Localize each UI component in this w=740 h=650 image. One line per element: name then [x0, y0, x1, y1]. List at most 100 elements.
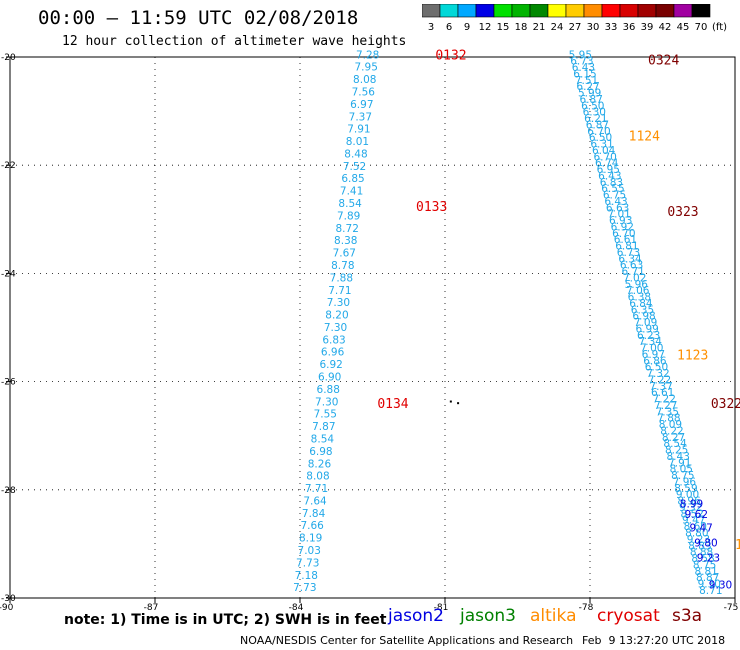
wave-height-east: 6.30 — [583, 107, 606, 119]
wave-height-east: 6.38 — [628, 292, 651, 304]
pass-time-label: 1124 — [629, 129, 660, 144]
legend-label: 21 — [533, 22, 546, 32]
data-point — [457, 402, 460, 405]
wave-height-jason2: 9.80 — [694, 537, 717, 549]
wave-height-west: 6.92 — [319, 359, 342, 371]
wave-height-east: 6.31 — [590, 139, 613, 151]
wave-height-east: 6.98 — [632, 311, 655, 323]
wave-height-east: 8.54 — [663, 438, 687, 450]
wave-height-west: 8.19 — [299, 533, 322, 545]
x-tick-label: -78 — [579, 603, 594, 610]
wave-height-east: 7.22 — [648, 374, 671, 386]
legend-label: 39 — [641, 22, 654, 32]
wave-height-east: 7.22 — [653, 394, 676, 406]
credit-text: NOAA/NESDIS Center for Satellite Applica… — [240, 634, 574, 647]
wave-height-west: 7.30 — [327, 297, 350, 309]
wave-height-west: 6.97 — [350, 99, 373, 111]
wave-height-west: 7.71 — [328, 285, 351, 297]
wave-height-east: 6.61 — [614, 234, 637, 246]
legend-label: 45 — [677, 22, 690, 32]
color-legend: 3 6 9 12 15 18 21 24 27 30 33 36 39 42 45 70 (ft) — [422, 4, 727, 32]
wave-height-east: 8.96 — [677, 496, 701, 508]
wave-height-west: 7.30 — [315, 396, 338, 408]
x-tick-label: -84 — [289, 603, 304, 610]
y-tick-label: -30 — [1, 594, 16, 604]
legend-label: 9 — [464, 22, 470, 32]
wave-height-east: 6.35 — [631, 304, 654, 316]
wave-height-east: 8.52 — [680, 508, 703, 520]
wave-height-east: 8.75 — [693, 559, 716, 571]
wave-height-east: 6.73 — [617, 247, 640, 259]
wave-height-east: 8.83 — [688, 540, 711, 552]
wave-height-east: 6.75 — [603, 190, 626, 202]
wave-height-jason2: 9.47 — [689, 523, 712, 535]
wave-height-west: 7.03 — [298, 545, 321, 557]
plot-area: -90 -87 -84 -81 -78 -75 -20 -22 -24 -26 -28 -30 7.28… — [0, 48, 740, 610]
wave-height-west: 7.52 — [343, 161, 366, 173]
pass-time-label: 0322 — [711, 397, 740, 412]
legend-label: 36 — [623, 22, 636, 32]
pass-time-label: 0134 — [377, 397, 408, 412]
pass-time-label: 0133 — [416, 200, 447, 215]
wave-height-west: 8.72 — [336, 223, 359, 235]
wave-height-east: 7.06 — [626, 285, 650, 297]
mission-label-altika: altika — [530, 606, 577, 626]
wave-height-east: 7.27 — [654, 400, 677, 412]
wave-height-east: 6.55 — [601, 183, 624, 195]
wave-height-east: 8.71 — [699, 585, 722, 597]
wave-height-west: 8.08 — [306, 471, 329, 483]
wave-height-west: 7.91 — [347, 124, 370, 136]
wave-height-west: 8.54 — [311, 433, 335, 445]
wave-height-west: 7.87 — [312, 421, 335, 433]
wave-height-east: 6.97 — [642, 349, 665, 361]
wave-height-west: 6.98 — [309, 446, 332, 458]
wave-height-east: 8.59 — [674, 483, 697, 495]
wave-height-east: 6.86 — [643, 355, 667, 367]
wave-height-east: 7.51 — [575, 75, 598, 87]
wave-height-west: 7.64 — [303, 495, 327, 507]
legend-swatch — [691, 4, 711, 18]
wave-height-west: 7.67 — [333, 248, 356, 260]
wave-height-east: 9.00 — [676, 489, 699, 501]
wave-height-east: 6.63 — [620, 260, 643, 272]
wave-height-east: 5.95 — [569, 49, 592, 61]
wave-height-west: 6.83 — [322, 334, 345, 346]
data-layer: 7.287.958.087.566.977.377.918.018.487.52… — [293, 48, 740, 597]
y-tick-label: -24 — [1, 269, 16, 279]
wave-height-east: 7.02 — [623, 272, 646, 284]
y-tick-label: -22 — [1, 161, 16, 171]
wave-height-west: 7.37 — [349, 111, 372, 123]
wave-height-jason2: 9.23 — [697, 552, 720, 564]
x-tick-label: -87 — [144, 603, 159, 610]
wave-height-east: 6.73 — [570, 56, 593, 68]
wave-height-east: 8.60 — [684, 521, 707, 533]
wave-height-west: 8.26 — [308, 458, 332, 470]
wave-height-west: 6.88 — [317, 384, 340, 396]
wave-height-east: 6.50 — [581, 100, 604, 112]
wave-height-west: 8.38 — [334, 235, 357, 247]
wave-height-east: 6.50 — [645, 362, 668, 374]
wave-height-east: 6.04 — [592, 145, 616, 157]
legend-label: 15 — [497, 22, 510, 32]
wave-height-east: 6.50 — [589, 132, 612, 144]
wave-height-east: 9.47 — [682, 515, 705, 527]
legend-label: 24 — [551, 22, 564, 32]
pass-time-label: 0132 — [435, 48, 466, 63]
wave-height-east: 6.70 — [587, 126, 610, 138]
wave-height-east: 7.09 — [634, 317, 657, 329]
wave-height-east: 6.43 — [604, 196, 627, 208]
wave-height-east: 7.34 — [639, 336, 663, 348]
wave-height-east: 6.34 — [618, 253, 642, 265]
wave-height-west: 7.55 — [314, 409, 337, 421]
wave-height-east: 6.81 — [615, 241, 638, 253]
wave-height-jason2: 9.30 — [709, 579, 732, 591]
pass-time-label: 0323 — [667, 205, 698, 220]
mission-label-cryosat: cryosat — [597, 606, 660, 626]
legend-label: 33 — [605, 22, 618, 32]
legend-label: 6 — [446, 22, 452, 32]
wave-height-east: 8.43 — [667, 451, 690, 463]
wave-height-west: 7.30 — [324, 322, 347, 334]
legend-label: 70 — [695, 22, 708, 32]
wave-height-east: 6.99 — [635, 323, 658, 335]
wave-height-east: 6.15 — [573, 68, 596, 80]
